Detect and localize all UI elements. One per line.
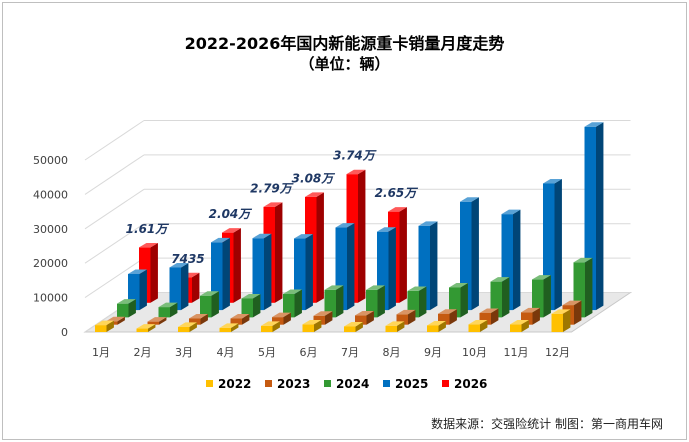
- bar-2023-4月: [230, 314, 250, 325]
- legend-swatch-2026: [442, 380, 449, 387]
- legend-swatch-2022: [206, 380, 213, 387]
- data-label: 3.74万: [333, 149, 377, 163]
- data-label: 2.79万: [250, 181, 294, 195]
- bar-2022-12月: [551, 309, 571, 332]
- bar-2025-2月: [169, 262, 189, 311]
- bar-2022-9月: [427, 321, 446, 332]
- data-label: 2.65万: [375, 186, 419, 200]
- bar-2025-8月: [418, 221, 438, 311]
- bar-2025-4月: [252, 233, 272, 311]
- bar-2023-5月: [272, 312, 291, 325]
- bar-2025-3月: [211, 237, 230, 311]
- data-label: 1.61万: [126, 222, 170, 236]
- bar-2025-5月: [294, 234, 313, 311]
- x-tick-label: 1月: [92, 346, 110, 359]
- x-tick-label: 8月: [383, 346, 401, 359]
- legend-label-2026: 2026: [454, 377, 487, 391]
- bar-2023-7月: [355, 310, 374, 325]
- bar-2022-10月: [468, 319, 488, 332]
- x-tick-label: 5月: [258, 346, 276, 359]
- bar-2023-2月: [147, 317, 167, 325]
- bar-2022-3月: [178, 322, 197, 332]
- legend-swatch-2023: [265, 380, 272, 387]
- bar-2025-9月: [460, 197, 479, 311]
- y-axis-ticks: 0 10000 20000 30000 40000 50000: [33, 154, 68, 339]
- bar-2023-10月: [479, 308, 499, 325]
- bar-2022-4月: [219, 323, 239, 332]
- chart-subtitle: （单位：辆）: [299, 55, 390, 73]
- gridline-side: [84, 188, 145, 230]
- legend-label-2022: 2022: [218, 377, 251, 391]
- bar-2024-2月: [158, 302, 178, 318]
- bar-2022-2月: [136, 324, 156, 332]
- gridline-side: [84, 257, 145, 299]
- bar-2022-6月: [302, 319, 322, 332]
- x-axis-ticks: 1月 2月 3月 4月 5月 6月 7月 8月 9月 10月 11月 12月: [92, 346, 570, 359]
- bar-2022-1月: [95, 320, 114, 332]
- x-tick-label: 6月: [300, 346, 318, 359]
- bar-2024-7月: [366, 285, 385, 318]
- data-label: 3.08万: [292, 171, 336, 185]
- y-tick-label: 30000: [33, 223, 68, 236]
- legend: 2022 2023 2024 2025 2026: [206, 377, 487, 391]
- legend-label-2024: 2024: [336, 377, 369, 391]
- x-tick-label: 11月: [504, 346, 529, 359]
- x-tick-label: 12月: [545, 346, 570, 359]
- gridline-side: [84, 154, 145, 195]
- data-label: 2.04万: [209, 207, 253, 221]
- bar-2024-12月: [573, 257, 593, 318]
- bar-2025-6月: [335, 223, 355, 311]
- bar-2024-4月: [241, 294, 261, 318]
- y-tick-label: 40000: [33, 188, 68, 201]
- y-tick-label: 0: [61, 326, 68, 339]
- bar-2022-5月: [261, 321, 280, 332]
- bars: [95, 122, 604, 332]
- bar-2023-11月: [521, 307, 540, 325]
- x-tick-label: 4月: [217, 346, 235, 359]
- legend-label-2025: 2025: [395, 377, 428, 391]
- gridline-side: [84, 120, 145, 161]
- bar-2022-11月: [510, 319, 529, 332]
- legend-swatch-2025: [383, 380, 390, 387]
- chart-title: 2022-2026年国内新能源重卡销量月度走势: [184, 34, 505, 53]
- data-label: 7435: [171, 252, 204, 266]
- legend-label-2023: 2023: [277, 377, 310, 391]
- gridline-side: [84, 223, 145, 264]
- bar-2024-5月: [283, 289, 302, 318]
- y-tick-label: 10000: [33, 292, 68, 305]
- source-note: 数据来源：交强险统计 制图：第一商用车网: [431, 417, 663, 431]
- bar-2022-7月: [344, 322, 363, 332]
- legend-swatch-2024: [324, 380, 331, 387]
- x-tick-label: 3月: [175, 346, 193, 359]
- y-tick-label: 50000: [33, 154, 68, 167]
- bar-2025-1月: [128, 269, 147, 311]
- bar-2024-11月: [532, 275, 551, 318]
- bar-2023-9月: [438, 309, 457, 325]
- y-tick-label: 20000: [33, 257, 68, 270]
- bar-2023-3月: [189, 314, 208, 325]
- bar-2024-1月: [117, 299, 136, 318]
- bar-2025-12月: [584, 122, 604, 311]
- x-tick-label: 9月: [424, 346, 442, 359]
- bar-2023-8月: [396, 309, 416, 325]
- bar-2024-8月: [407, 286, 427, 318]
- x-tick-label: 7月: [341, 346, 359, 359]
- bar-2025-7月: [377, 227, 396, 311]
- bar-2025-10月: [501, 209, 521, 311]
- bar-2024-9月: [449, 283, 468, 318]
- bar-2025-11月: [543, 179, 562, 311]
- x-tick-label: 2月: [134, 346, 152, 359]
- bar-2024-3月: [200, 291, 219, 318]
- x-tick-label: 10月: [462, 346, 487, 359]
- bar-2022-8月: [385, 321, 405, 332]
- bar-2024-10月: [490, 277, 510, 318]
- bar-2024-6月: [324, 285, 344, 318]
